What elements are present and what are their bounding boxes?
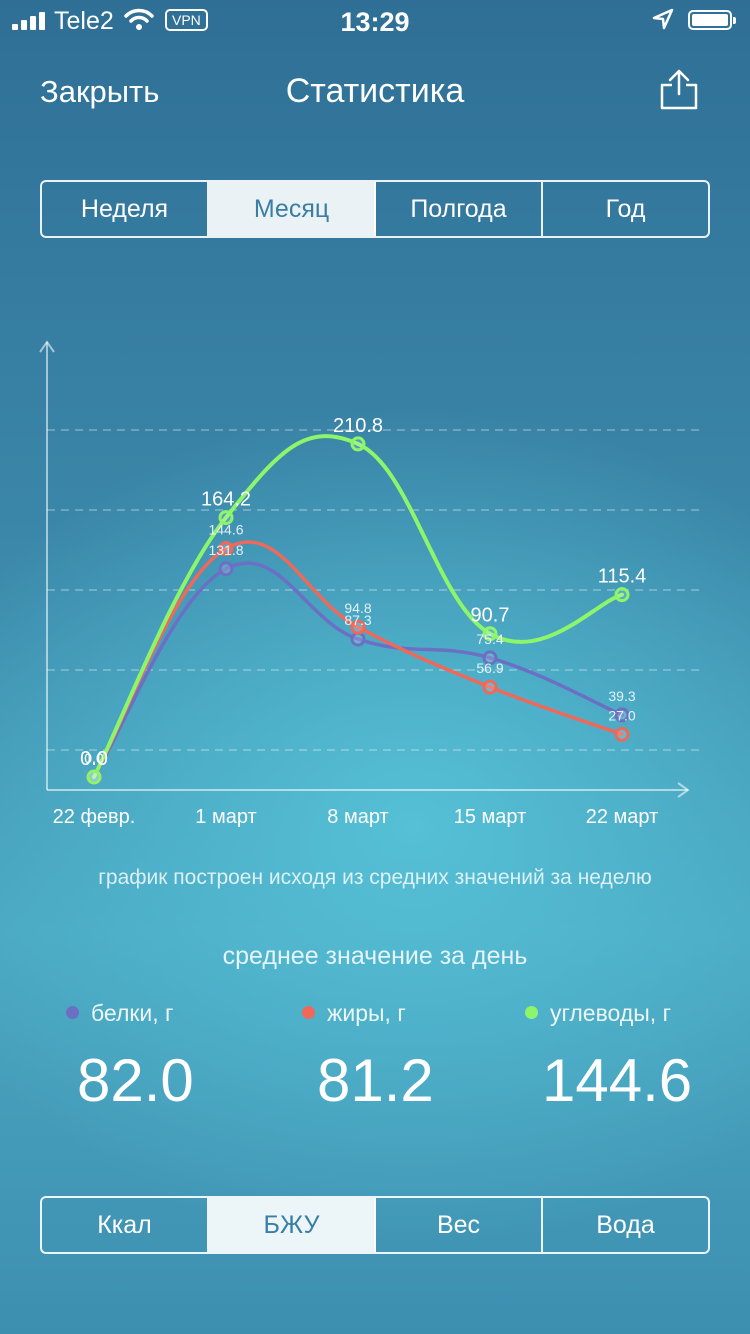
legend-fat-label: жиры, г <box>327 1000 406 1026</box>
page-title: Статистика <box>285 72 465 110</box>
data-label-protein: 39.3 <box>608 688 635 704</box>
data-label-carbs: 115.4 <box>598 566 647 588</box>
point-fat <box>350 619 366 635</box>
x-tick-label: 1 март <box>195 806 256 828</box>
data-label-carbs: 164.2 <box>201 489 251 511</box>
tab-year[interactable]: Год <box>605 194 646 223</box>
point-fat <box>614 726 630 742</box>
series-points <box>86 436 630 785</box>
nutrition-line-chart: 0.0131.887.375.439.30.0144.694.856.927.0… <box>39 340 700 828</box>
series-lines <box>92 434 624 779</box>
tab-bju[interactable]: БЖУ <box>209 1198 376 1252</box>
data-label-fat: 0.0 <box>84 750 104 766</box>
nav-bar: Закрыть Статистика <box>0 60 750 120</box>
legend-protein-label: белки, г <box>91 1000 174 1026</box>
data-label-carbs: 90.7 <box>471 605 510 627</box>
point-fat <box>218 541 234 557</box>
data-label-protein: 87.3 <box>344 612 371 628</box>
wifi-icon <box>124 8 154 30</box>
legend-fat: жиры, г <box>302 1000 406 1027</box>
status-bar: Tele2 VPN 13:29 <box>0 0 750 40</box>
data-label-carbs: 0.0 <box>80 748 108 770</box>
point-protein <box>350 631 366 647</box>
point-protein <box>482 650 498 666</box>
data-labels: 0.0131.887.375.439.30.0144.694.856.927.0… <box>80 415 646 770</box>
legend-carbs-label: углеводы, г <box>550 1000 671 1026</box>
grid-lines <box>47 429 700 751</box>
tab-week[interactable]: Неделя <box>42 182 209 236</box>
signal-icon <box>12 12 45 30</box>
tab-kcal[interactable]: Ккал <box>42 1198 209 1252</box>
point-carbs <box>614 587 630 603</box>
tab-half-year[interactable]: Полгода <box>376 182 543 236</box>
tab-water[interactable]: Вода <box>596 1210 655 1239</box>
x-tick-label: 8 март <box>327 806 388 828</box>
series-line-fat <box>92 540 624 779</box>
point-carbs <box>218 510 234 526</box>
location-arrow-icon <box>652 8 674 30</box>
protein-average-value: 82.0 <box>77 1047 194 1114</box>
x-tick-label: 15 март <box>454 806 527 828</box>
chart-note: график построен исходя из средних значен… <box>98 866 652 889</box>
tab-month[interactable]: Месяц <box>209 182 376 236</box>
point-carbs <box>86 769 102 785</box>
data-label-fat: 144.6 <box>208 522 243 538</box>
period-segmented-control: Неделя Месяц Полгода Год <box>40 180 710 238</box>
legend-protein: белки, г <box>66 1000 173 1027</box>
average-title: среднее значение за день <box>222 942 528 970</box>
series-line-carbs <box>92 434 624 779</box>
point-protein <box>218 561 234 577</box>
point-fat <box>482 679 498 695</box>
data-label-fat: 27.0 <box>608 707 635 723</box>
data-label-protein: 0.0 <box>84 750 104 766</box>
data-label-fat: 56.9 <box>476 660 503 676</box>
x-tick-label: 22 март <box>586 806 659 828</box>
x-axis-labels: 22 февр. 1 март 8 март 15 март 22 март <box>53 806 659 828</box>
carrier-name: Tele2 <box>54 7 114 35</box>
fat-dot-icon <box>302 1006 315 1020</box>
point-carbs <box>482 626 498 642</box>
fat-average-value: 81.2 <box>317 1047 434 1114</box>
data-label-carbs: 210.8 <box>333 415 383 437</box>
legend-carbs: углеводы, г <box>525 1000 671 1027</box>
close-button[interactable]: Закрыть <box>40 74 160 109</box>
point-carbs <box>350 436 366 452</box>
status-time: 13:29 <box>340 7 410 37</box>
data-label-protein: 75.4 <box>476 631 503 647</box>
vpn-badge: VPN <box>165 9 208 31</box>
battery-icon <box>688 10 736 30</box>
tab-weight[interactable]: Вес <box>376 1198 543 1252</box>
chart-axes <box>39 340 690 798</box>
protein-dot-icon <box>66 1006 79 1020</box>
carbs-dot-icon <box>525 1006 538 1020</box>
data-label-fat: 94.8 <box>344 600 371 616</box>
carbs-average-value: 144.6 <box>542 1047 693 1114</box>
point-protein <box>614 707 630 723</box>
metric-segmented-control: Ккал БЖУ Вес Вода <box>40 1196 710 1254</box>
share-icon[interactable] <box>658 68 700 110</box>
x-tick-label: 22 февр. <box>53 806 136 828</box>
series-line-protein <box>92 561 624 779</box>
data-label-protein: 131.8 <box>208 542 243 558</box>
